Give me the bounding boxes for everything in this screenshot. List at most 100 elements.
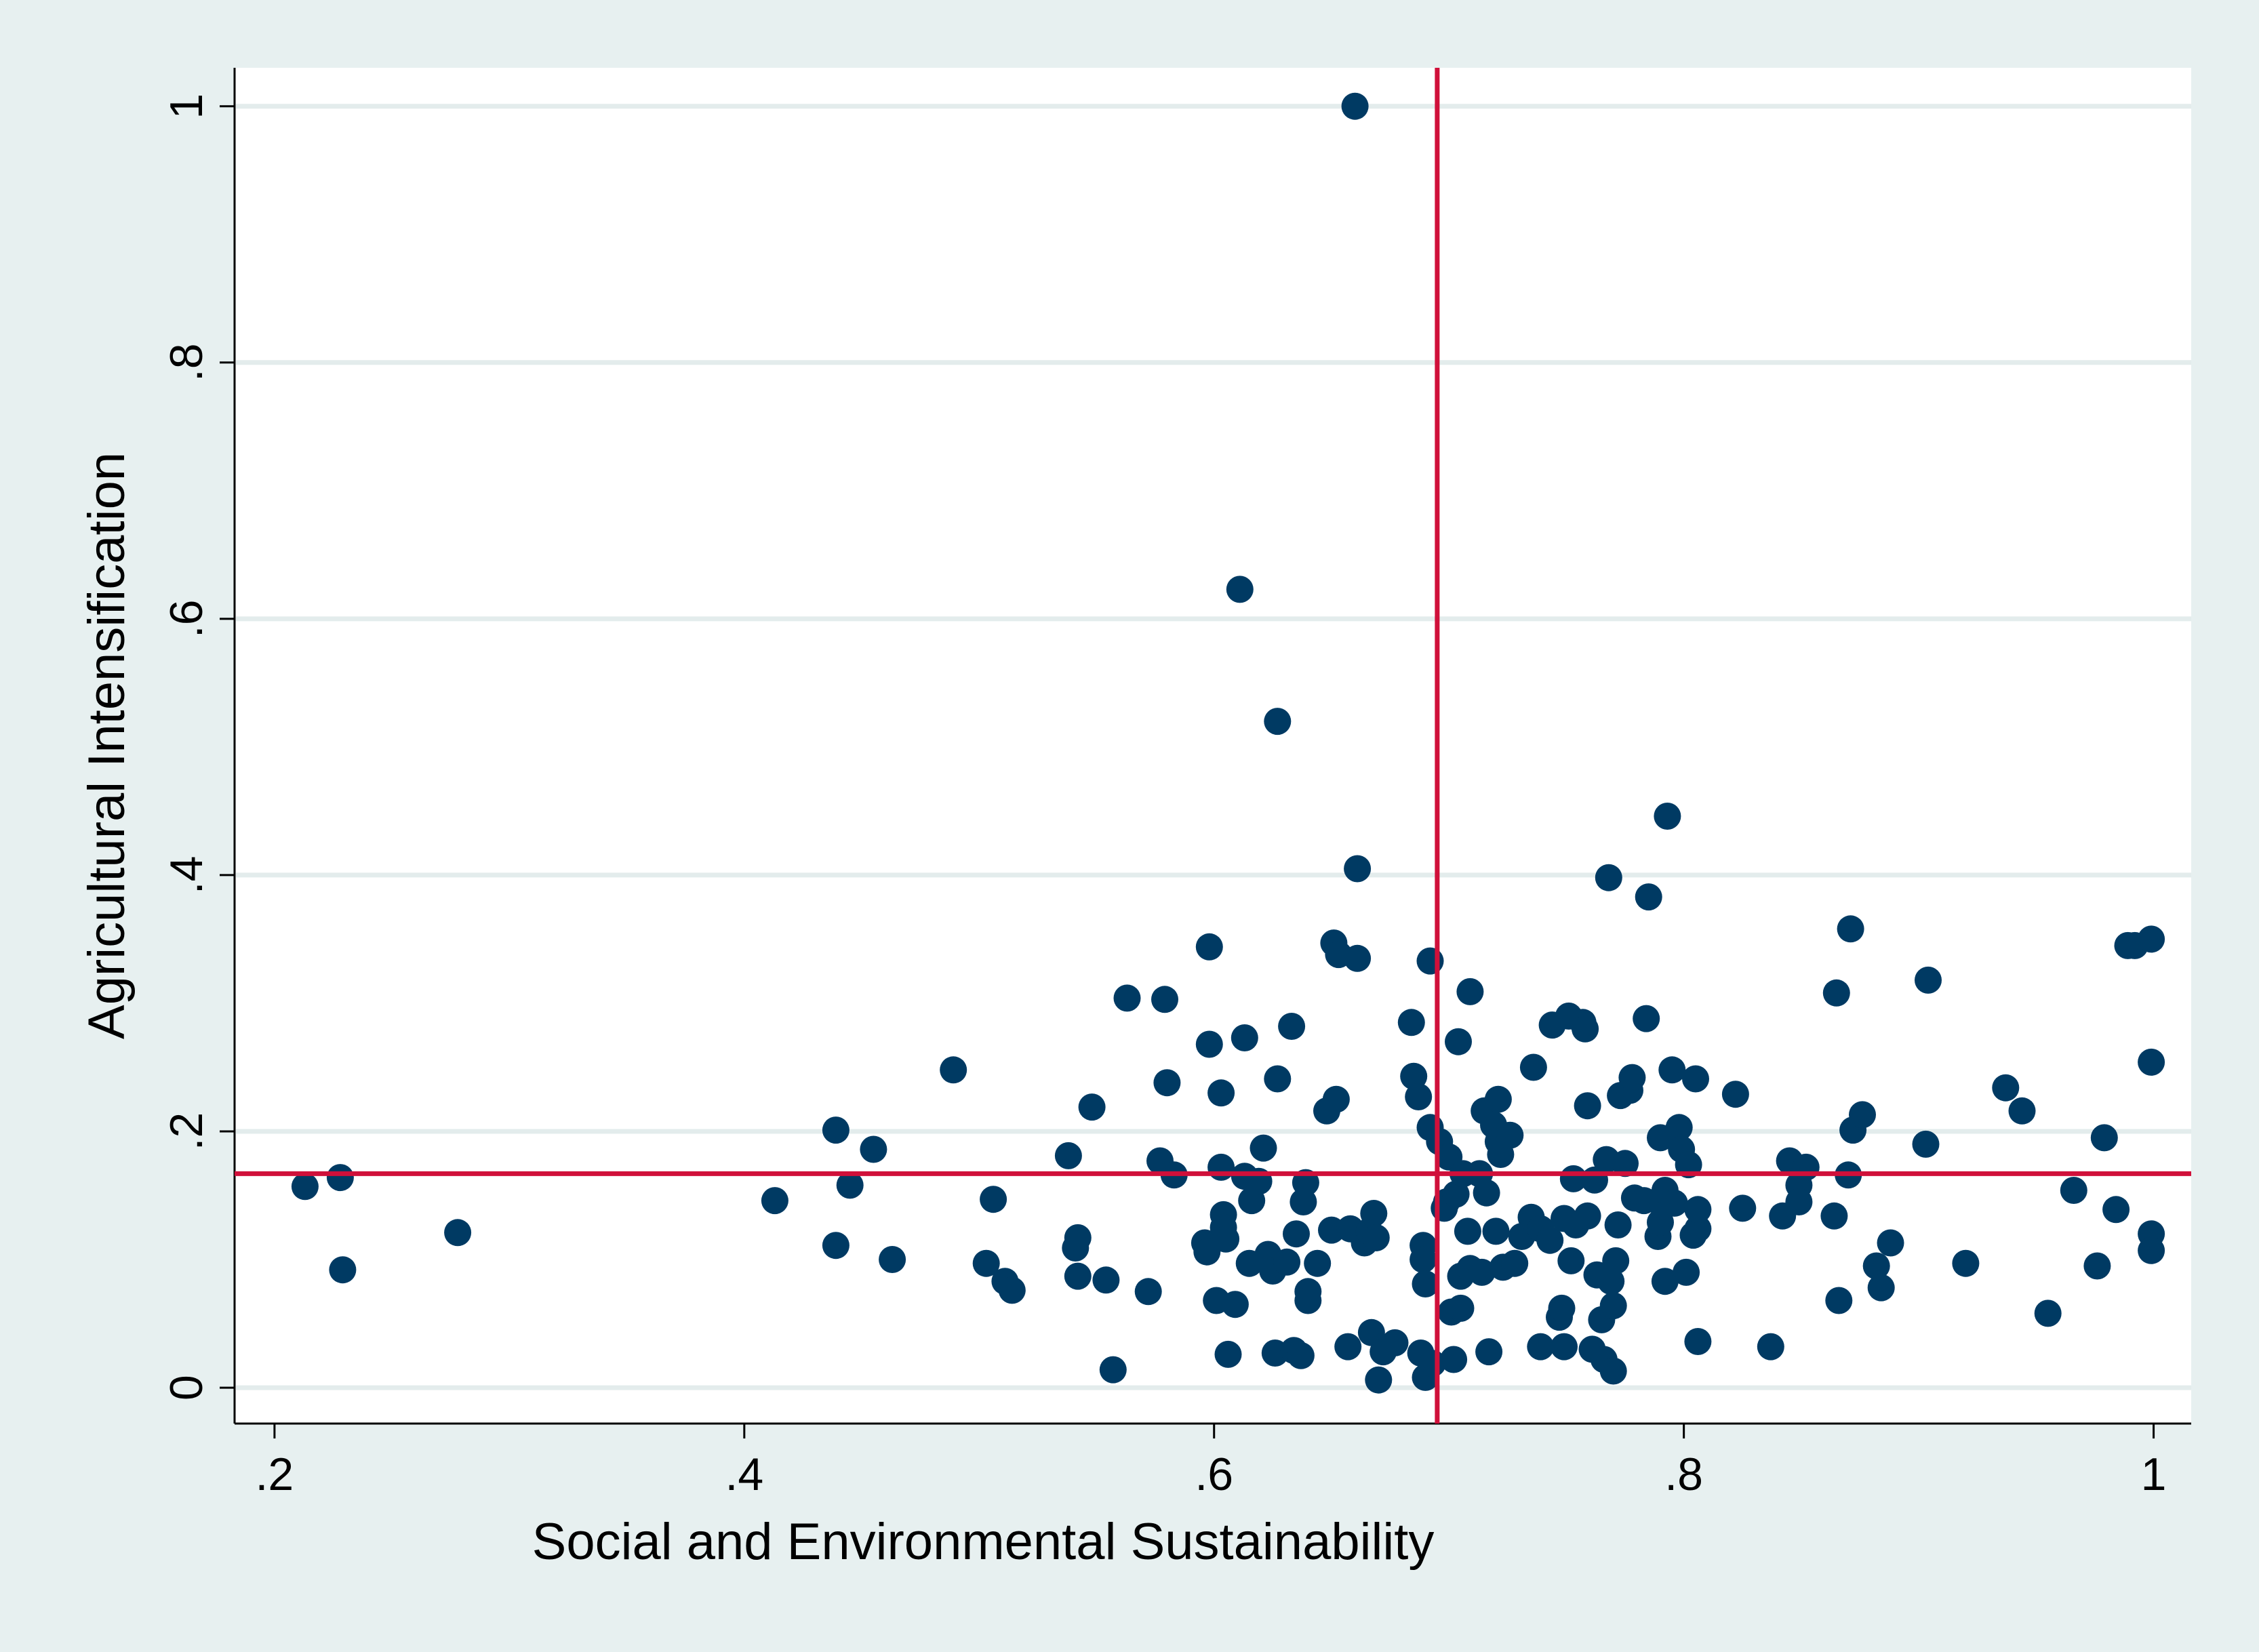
- data-point: [1484, 1085, 1512, 1113]
- data-point: [1362, 1224, 1390, 1251]
- data-point: [1304, 1249, 1332, 1277]
- data-point: [1572, 1015, 1599, 1043]
- data-point: [1381, 1329, 1409, 1356]
- data-point: [2138, 1236, 2165, 1264]
- data-point: [329, 1256, 357, 1284]
- data-point: [291, 1173, 319, 1201]
- data-point: [1344, 944, 1372, 972]
- data-point: [1412, 1270, 1439, 1297]
- data-point: [2083, 1252, 2111, 1280]
- data-point: [1849, 1101, 1876, 1129]
- data-point: [326, 1164, 354, 1192]
- data-point: [1574, 1092, 1601, 1120]
- data-point: [1221, 1291, 1249, 1318]
- data-point: [1078, 1093, 1106, 1121]
- data-point: [2034, 1300, 2062, 1327]
- data-point: [1365, 1366, 1393, 1394]
- data-point: [1597, 1268, 1625, 1295]
- data-point: [1226, 576, 1254, 603]
- data-point: [1551, 1333, 1578, 1361]
- data-point: [1360, 1200, 1388, 1227]
- data-point: [1684, 1196, 1712, 1224]
- data-point: [1287, 1342, 1315, 1369]
- data-point: [1785, 1188, 1813, 1215]
- data-point: [1792, 1153, 1820, 1181]
- data-point: [1416, 947, 1444, 975]
- data-point: [1264, 1065, 1292, 1093]
- data-point: [1912, 1130, 1940, 1158]
- data-point: [1410, 1246, 1437, 1273]
- data-point: [1684, 1215, 1712, 1243]
- data-point: [1264, 708, 1292, 736]
- data-point: [1820, 1202, 1848, 1230]
- data-point: [1456, 978, 1484, 1005]
- data-point: [1473, 1179, 1500, 1207]
- data-point: [2090, 1124, 2118, 1152]
- data-point: [1250, 1134, 1277, 1162]
- data-point: [860, 1135, 887, 1163]
- x-axis-title: Social and Environmental Sustainability: [532, 1513, 1435, 1571]
- ticks: 0 .2 .4 .6 .8 1 .2 .4 .6 .8 1: [161, 94, 2166, 1500]
- data-point: [1660, 1189, 1688, 1217]
- data-point: [1915, 966, 1942, 994]
- data-point: [1612, 1150, 1639, 1177]
- data-point: [1665, 1114, 1693, 1142]
- x-tick-label: .6: [1195, 1449, 1233, 1500]
- data-point: [1341, 92, 1369, 120]
- data-point: [1064, 1262, 1092, 1290]
- data-point: [1214, 1340, 1242, 1368]
- gridlines: [236, 104, 2191, 1390]
- data-point: [980, 1186, 1007, 1213]
- y-tick-label: .8: [161, 343, 212, 382]
- data-point: [2008, 1097, 2036, 1125]
- data-point: [1212, 1225, 1240, 1253]
- data-point: [1633, 1005, 1660, 1032]
- data-point: [1729, 1194, 1757, 1222]
- data-point: [1344, 855, 1372, 883]
- data-point: [1273, 1248, 1301, 1276]
- data-point: [1757, 1333, 1784, 1361]
- x-tick-label: 1: [2141, 1449, 2167, 1500]
- data-point: [1278, 1013, 1306, 1040]
- data-point: [1684, 1328, 1712, 1355]
- data-point: [1283, 1220, 1310, 1248]
- data-point: [2102, 1196, 2130, 1224]
- data-point: [1673, 1258, 1700, 1286]
- data-point: [1153, 1069, 1181, 1097]
- data-point: [444, 1219, 472, 1247]
- data-point: [1635, 883, 1662, 911]
- data-point: [1092, 1266, 1120, 1294]
- data-point: [1400, 1062, 1428, 1090]
- x-tick-label: .4: [725, 1449, 763, 1500]
- data-point: [1862, 1252, 1890, 1280]
- data-point: [972, 1249, 1000, 1277]
- data-point: [1442, 1180, 1470, 1208]
- data-point: [1574, 1202, 1601, 1230]
- data-point: [1207, 1079, 1235, 1107]
- data-point: [822, 1116, 849, 1144]
- data-point: [2060, 1177, 2087, 1204]
- x-tick-label: .8: [1664, 1449, 1703, 1500]
- data-point: [1405, 1083, 1433, 1110]
- data-point: [1527, 1333, 1555, 1361]
- data-point: [822, 1232, 849, 1260]
- data-point: [940, 1056, 967, 1084]
- data-point: [1599, 1292, 1627, 1320]
- y-axis-title: Agricultural Intensification: [78, 452, 136, 1039]
- data-point: [761, 1187, 788, 1215]
- y-tick-label: .2: [161, 1112, 212, 1151]
- data-point: [1654, 803, 1681, 830]
- data-point: [879, 1246, 906, 1273]
- data-point: [1519, 1053, 1547, 1081]
- data-point: [1445, 1028, 1472, 1055]
- data-point: [1054, 1142, 1082, 1169]
- data-point: [1867, 1274, 1895, 1302]
- data-point: [1113, 984, 1141, 1012]
- data-point: [1134, 1278, 1162, 1306]
- data-point: [1721, 1081, 1749, 1108]
- data-point: [1195, 1030, 1223, 1058]
- data-point: [2138, 925, 2165, 953]
- plot-area: [235, 68, 2191, 1424]
- data-point: [1595, 864, 1622, 891]
